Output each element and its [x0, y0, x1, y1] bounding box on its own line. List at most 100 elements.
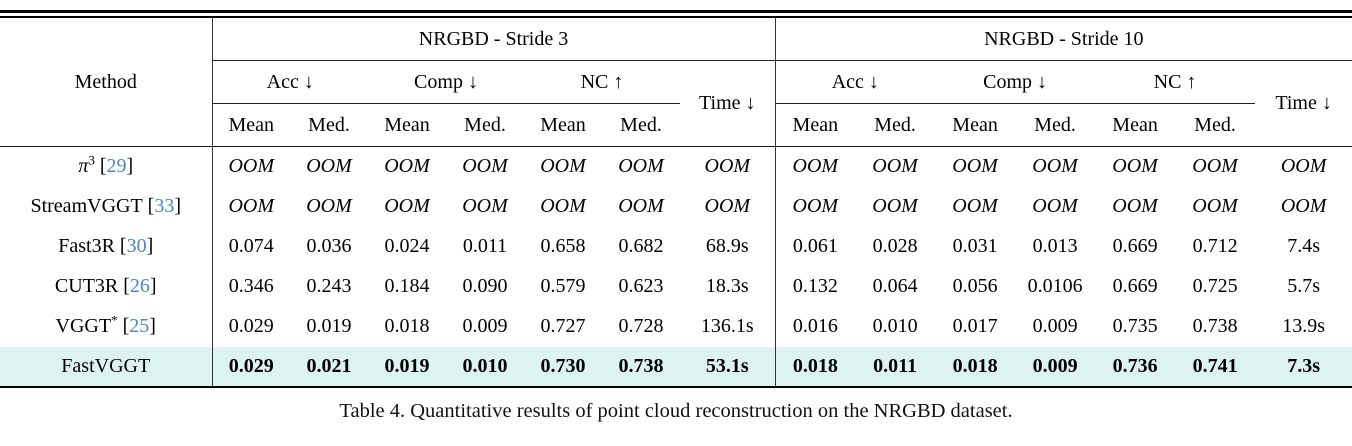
metric-value-cell: 0.061 — [774, 226, 856, 267]
citation-link[interactable]: 33 — [154, 195, 175, 217]
time-value-cell: 7.4s — [1287, 235, 1320, 257]
metric-value-cell: 0.658 — [540, 235, 586, 257]
method-cell: FastVGGT — [0, 346, 213, 388]
citation-link[interactable]: 25 — [129, 315, 150, 337]
metric-value-cell: OOM — [462, 195, 508, 217]
method-cell: StreamVGGT [33] — [0, 186, 213, 227]
metric-value-cell: 0.031 — [952, 235, 998, 257]
metric-header-comp-s10: Comp ↓ — [935, 60, 1096, 104]
metric-value-cell: 0.132 — [774, 266, 856, 307]
metric-value-cell: OOM — [1192, 195, 1238, 217]
table-figure: Method NRGBD - Stride 3 NRGBD - Stride 1… — [0, 10, 1352, 423]
metric-value-cell: 0.018 — [384, 315, 430, 337]
metric-value-cell: 0.243 — [306, 275, 352, 297]
metric-value-cell: 0.741 — [1175, 346, 1256, 388]
metric-value-cell: 0.738 — [602, 346, 680, 388]
metric-value-cell: OOM — [462, 155, 508, 178]
citation-bracket-close: ] — [174, 195, 182, 217]
metric-value-cell: 0.024 — [384, 235, 430, 257]
metric-value-cell: 0.184 — [384, 275, 430, 297]
subheader-mean: Mean — [774, 103, 856, 147]
metric-value-cell: 0.018 — [935, 346, 1016, 388]
method-name: π — [78, 155, 89, 178]
metric-value-cell: 0.730 — [524, 346, 602, 388]
metric-value-cell: 0.028 — [872, 235, 918, 257]
citation-bracket-close: ] — [126, 155, 134, 178]
time-value-cell: 136.1s — [700, 315, 754, 337]
metric-value-cell: 0.682 — [618, 235, 664, 257]
metric-value-cell: 0.009 — [1032, 315, 1078, 337]
metric-value-cell: 0.029 — [228, 315, 274, 337]
metric-value-cell: 0.029 — [212, 346, 290, 388]
metric-value-cell: 0.011 — [462, 235, 508, 257]
metric-value-cell: 0.738 — [1192, 315, 1238, 337]
method-cell: Fast3R [30] — [0, 226, 213, 267]
metric-value-cell: 0.090 — [462, 275, 508, 297]
group-header-stride3: NRGBD - Stride 3 — [212, 18, 776, 61]
metric-value-cell: 0.0106 — [1027, 275, 1083, 297]
metric-value-cell: 0.579 — [540, 275, 586, 297]
metric-value-cell: 0.018 — [774, 346, 856, 388]
citation-bracket-close: ] — [146, 235, 154, 257]
metric-value-cell: OOM — [228, 155, 275, 178]
metric-header-acc-s3: Acc ↓ — [212, 60, 368, 104]
citation-link[interactable]: 30 — [126, 235, 147, 257]
metric-value-cell: 0.669 — [1112, 235, 1158, 257]
metric-value-cell: 0.669 — [1112, 275, 1158, 297]
metric-value-cell: OOM — [774, 146, 856, 187]
citation-bracket-open: [ — [114, 235, 127, 257]
table-caption: Table 4. Quantitative results of point c… — [339, 399, 1013, 422]
metric-header-nc-s10: NC ↑ — [1095, 60, 1256, 104]
time-value-cell: 68.9s — [705, 235, 749, 257]
metric-value-cell: OOM — [1112, 195, 1158, 217]
subheader-mean: Mean — [212, 103, 290, 147]
time-value-cell: OOM — [704, 195, 751, 217]
metric-value-cell: 0.712 — [1192, 235, 1238, 257]
citation-bracket-open: [ — [117, 315, 130, 337]
method-cell: VGGT* [25] — [0, 306, 213, 347]
metric-value-cell: 0.346 — [228, 275, 274, 297]
metric-value-cell: 0.728 — [618, 315, 664, 337]
metric-value-cell: OOM — [228, 195, 275, 217]
metric-value-cell: 0.056 — [952, 275, 998, 297]
method-name: StreamVGGT — [30, 195, 143, 217]
citation-bracket-close: ] — [149, 315, 156, 337]
subheader-med: Med. — [855, 103, 936, 147]
method-cell: π3 [29] — [0, 146, 213, 187]
metric-value-cell: OOM — [618, 155, 664, 178]
metric-value-cell: 0.016 — [774, 306, 856, 347]
time-value-cell: 18.3s — [705, 275, 749, 297]
metric-value-cell: OOM — [618, 195, 664, 217]
metric-value-cell: 0.074 — [228, 235, 274, 257]
subheader-mean: Mean — [524, 103, 602, 147]
table-row: FastVGGT 0.029 0.021 0.019 0.010 0.730 0.738 5… — [0, 346, 1352, 388]
metric-header-time-s3: Time ↓ — [680, 60, 776, 147]
citation-bracket-open: [ — [142, 195, 155, 217]
method-column-header: Method — [0, 18, 213, 147]
metric-value-cell: OOM — [540, 195, 586, 217]
metric-value-cell: OOM — [952, 155, 998, 178]
metric-value-cell: OOM — [1112, 155, 1158, 178]
table-row: π3 [29] OOM OOM OOM OOM OOM OOM OOM OOM OOM OOM OO… — [0, 146, 1352, 187]
subheader-mean: Mean — [368, 103, 446, 147]
metric-value-cell: 0.009 — [1015, 346, 1096, 388]
time-value-cell: OOM — [1280, 155, 1327, 178]
metric-value-cell: 0.064 — [872, 275, 918, 297]
table-header: Method NRGBD - Stride 3 NRGBD - Stride 1… — [0, 18, 1352, 147]
subheader-mean: Mean — [935, 103, 1016, 147]
metric-value-cell: OOM — [774, 186, 856, 227]
citation-bracket-close: ] — [149, 275, 157, 297]
time-value-cell: 13.9s — [1282, 315, 1325, 337]
metric-value-cell: OOM — [384, 155, 430, 178]
method-name: CUT3R — [54, 275, 119, 297]
metric-value-cell: 0.010 — [446, 346, 524, 388]
subheader-med: Med. — [1175, 103, 1256, 147]
citation-link[interactable]: 26 — [129, 275, 150, 297]
time-value-cell: 7.3s — [1255, 346, 1352, 388]
metric-header-time-s10: Time ↓ — [1255, 60, 1352, 147]
group-header-stride10: NRGBD - Stride 10 — [774, 18, 1352, 61]
time-value-cell: 5.7s — [1287, 275, 1320, 297]
metric-value-cell: OOM — [306, 155, 352, 178]
metric-value-cell: 0.009 — [462, 315, 508, 337]
citation-link[interactable]: 29 — [106, 155, 127, 178]
